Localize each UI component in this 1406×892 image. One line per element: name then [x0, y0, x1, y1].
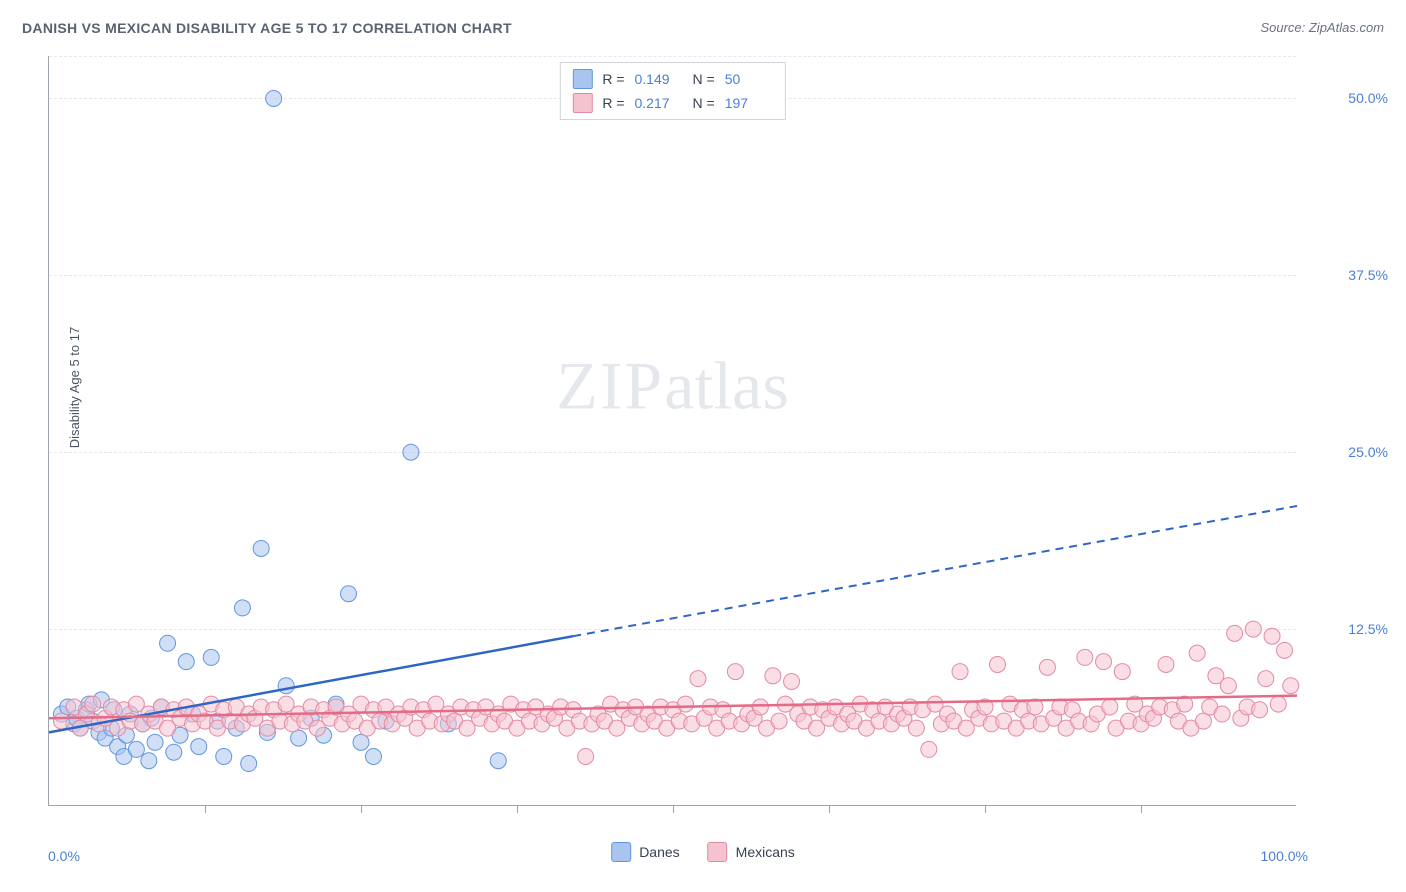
scatter-point [241, 756, 257, 772]
bottom-legend-label: Mexicans [736, 844, 795, 860]
scatter-point [1096, 654, 1112, 670]
plot-area: ZIPatlas R = 0.149N = 50R = 0.217N = 197 [48, 56, 1296, 806]
scatter-point [128, 741, 144, 757]
scatter-point [216, 748, 232, 764]
stats-legend-row: R = 0.149 N = 50 [572, 67, 772, 91]
scatter-point [1220, 678, 1236, 694]
scatter-point [578, 748, 594, 764]
scatter-point [727, 664, 743, 680]
scatter-point [1227, 625, 1243, 641]
scatter-point [291, 730, 307, 746]
scatter-point [278, 678, 294, 694]
scatter-point [1258, 671, 1274, 687]
scatter-point [141, 753, 157, 769]
legend-swatch [572, 93, 592, 113]
scatter-point [1277, 642, 1293, 658]
scatter-point [952, 664, 968, 680]
scatter-point [178, 654, 194, 670]
scatter-point [403, 444, 419, 460]
chart-title: DANISH VS MEXICAN DISABILITY AGE 5 TO 17… [22, 20, 512, 36]
scatter-point [490, 753, 506, 769]
scatter-point [53, 713, 69, 729]
scatter-point [166, 744, 182, 760]
scatter-point [765, 668, 781, 684]
scatter-point [160, 635, 176, 651]
y-tick-label: 25.0% [1348, 444, 1388, 460]
x-tick [985, 805, 986, 813]
stats-legend-row: R = 0.217 N = 197 [572, 91, 772, 115]
scatter-point [1195, 713, 1211, 729]
scatter-point [784, 673, 800, 689]
scatter-point [989, 656, 1005, 672]
bottom-legend-item: Danes [611, 842, 679, 862]
stats-r-value: 0.149 [635, 71, 683, 87]
scatter-point [1114, 664, 1130, 680]
legend-swatch [572, 69, 592, 89]
scatter-point [1270, 696, 1286, 712]
scatter-point [1214, 706, 1230, 722]
scatter-point [85, 696, 101, 712]
scatter-point [1102, 699, 1118, 715]
stats-n-value: 197 [725, 95, 773, 111]
x-tick [829, 805, 830, 813]
scatter-point [341, 586, 357, 602]
scatter-point [1245, 621, 1261, 637]
bottom-legend-label: Danes [639, 844, 679, 860]
scatter-point [203, 649, 219, 665]
bottom-legend-item: Mexicans [708, 842, 795, 862]
x-axis-min-label: 0.0% [48, 848, 80, 864]
y-tick-label: 50.0% [1348, 90, 1388, 106]
x-tick [673, 805, 674, 813]
stats-r-value: 0.217 [635, 95, 683, 111]
legend-swatch [611, 842, 631, 862]
plot-svg [49, 56, 1296, 805]
scatter-point [1264, 628, 1280, 644]
legend-swatch [708, 842, 728, 862]
y-tick-label: 12.5% [1348, 621, 1388, 637]
scatter-point [690, 671, 706, 687]
scatter-point [1283, 678, 1299, 694]
scatter-point [234, 600, 250, 616]
y-tick-label: 37.5% [1348, 267, 1388, 283]
scatter-point [1189, 645, 1205, 661]
scatter-point [1077, 649, 1093, 665]
stats-r-label: R = [602, 95, 624, 111]
stats-legend: R = 0.149 N = 50 R = 0.217 N = 197 [559, 62, 785, 120]
bottom-legend: Danes Mexicans [611, 842, 795, 862]
scatter-point [771, 713, 787, 729]
stats-r-label: R = [602, 71, 624, 87]
scatter-point [908, 720, 924, 736]
stats-n-label: N = [693, 71, 715, 87]
scatter-point [1158, 656, 1174, 672]
x-axis-max-label: 100.0% [1261, 848, 1308, 864]
scatter-point [1252, 702, 1268, 718]
scatter-point [1039, 659, 1055, 675]
x-tick [361, 805, 362, 813]
x-tick [205, 805, 206, 813]
scatter-point [677, 696, 693, 712]
scatter-point [752, 699, 768, 715]
trend-line-dashed [573, 506, 1297, 636]
stats-n-value: 50 [725, 71, 773, 87]
x-tick [1141, 805, 1142, 813]
stats-n-label: N = [693, 95, 715, 111]
scatter-point [191, 739, 207, 755]
scatter-point [921, 741, 937, 757]
x-tick [517, 805, 518, 813]
scatter-point [266, 90, 282, 106]
scatter-point [353, 734, 369, 750]
scatter-point [365, 748, 381, 764]
scatter-point [147, 734, 163, 750]
source-attribution: Source: ZipAtlas.com [1260, 20, 1384, 35]
scatter-point [253, 540, 269, 556]
chart-container: DANISH VS MEXICAN DISABILITY AGE 5 TO 17… [0, 0, 1406, 892]
